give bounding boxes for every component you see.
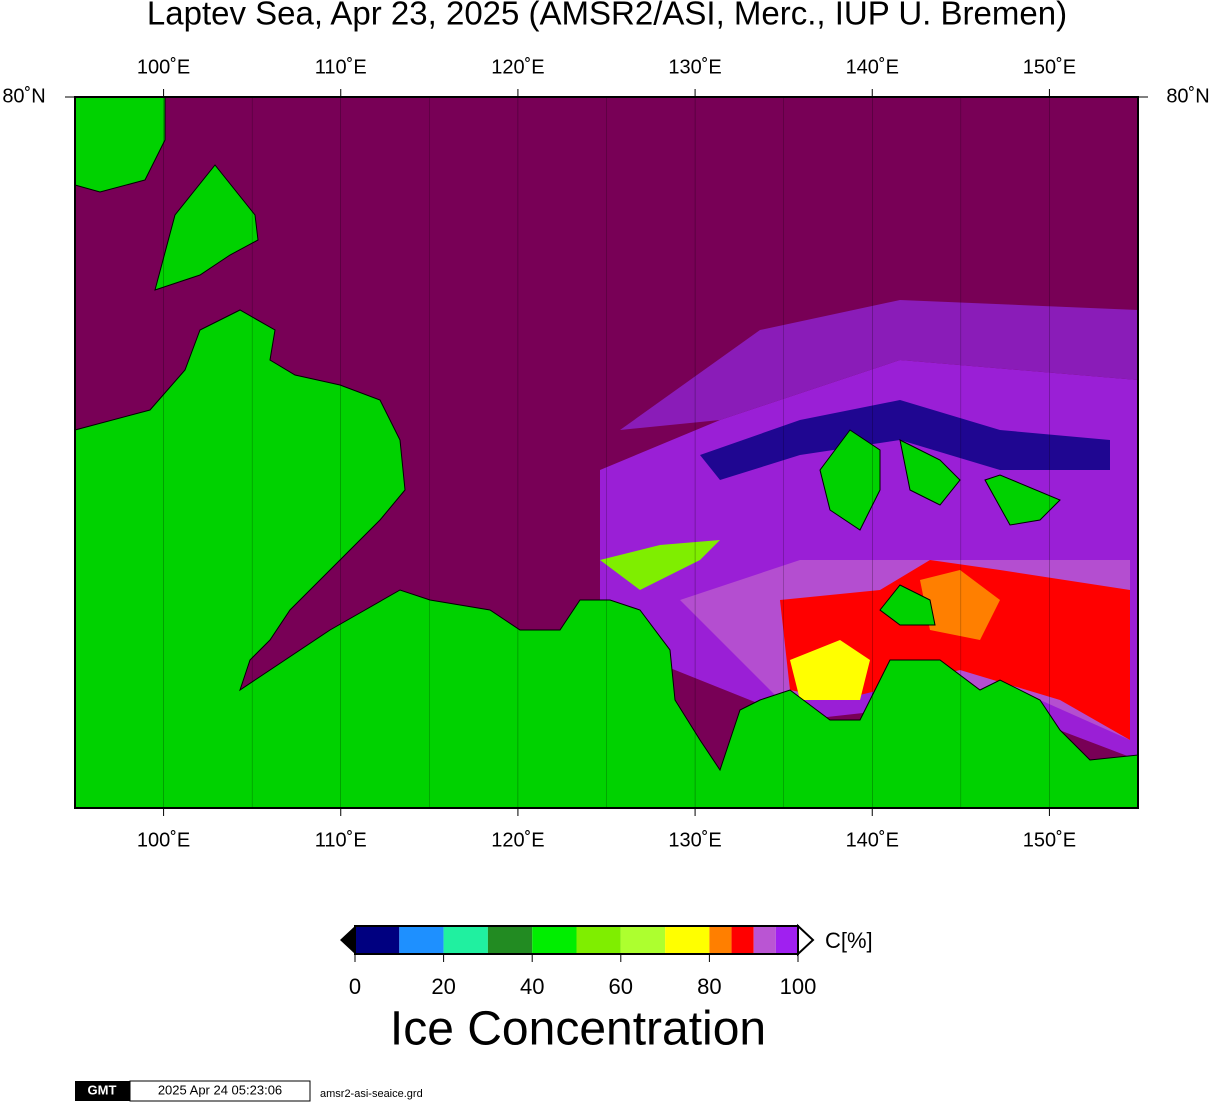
colorbar-tick-label: 60 [609,974,633,999]
land [819,429,881,531]
x-tick-label: 100˚E [137,829,190,851]
axes: 80˚N 80˚N 100˚E 100˚E 110˚E 110˚E 120˚E 120˚E… [2,56,1209,851]
colorbar-bin [753,926,776,954]
colorbar-tick-label: 40 [520,974,544,999]
ice-region [780,560,1130,740]
colorbar-bin [775,926,798,954]
x-tick-label: 130˚E [668,829,721,851]
colorbar-bin [487,926,533,954]
lat-label: 80˚N [2,85,45,107]
colorbar-bin [443,926,488,954]
colorbar-bin [355,926,400,954]
colorbar-tick-label: 100 [780,974,817,999]
title: Laptev Sea, Apr 23, 2025 (AMSR2/ASI, Mer… [147,0,1067,32]
colorbar-over [797,923,815,957]
ice-region [790,640,870,700]
colorbar-bin [576,926,621,954]
x-tick-label: 130˚E [668,56,721,78]
colorbar-frame [354,925,799,955]
colorbar-tick-label: 0 [349,974,361,999]
x-tick-label: 150˚E [1023,56,1076,78]
colorbar-under [340,926,355,954]
colorbar-bin [620,926,666,954]
timestamp-box [129,1080,311,1102]
x-tick-label: 110˚E [315,829,367,851]
x-tick-label: 120˚E [491,56,544,78]
x-tick-label: 150˚E [1023,829,1076,851]
x-tick-label: 120˚E [491,829,544,851]
colorbar-bin [709,926,732,954]
lat-label: 80˚N [1166,85,1209,107]
colorbar-tick-label: 80 [697,974,721,999]
x-tick-label: 140˚E [846,829,899,851]
logo: GMT [88,1082,117,1097]
ice-region [600,540,720,590]
file-name: amsr2-asi-seaice.grd [320,1088,423,1100]
colorbar-bin [532,926,577,954]
x-tick-label: 140˚E [846,56,899,78]
colorbar-bin [665,926,710,954]
colorbar-tick-label: 20 [431,974,455,999]
colorbar: C[%] Ice Concentration 0 20 40 60 80 100 [340,923,873,1056]
ice-region [700,400,1110,480]
colorbar-bin [731,926,754,954]
land [899,439,961,506]
logo-box [75,1081,130,1101]
colorbar-title: Ice Concentration [390,1003,766,1056]
colorbar-unit: C[%] [825,928,873,953]
land [154,164,259,291]
land [879,584,936,626]
footer: GMT 2025 Apr 24 05:23:06 amsr2-asi-seaic… [75,1080,423,1102]
colorbar-bin [399,926,444,954]
ice-region [920,570,1000,640]
ice-region [620,300,1138,430]
timestamp: 2025 Apr 24 05:23:06 [158,1082,282,1097]
x-tick-label: 110˚E [315,56,367,78]
land [984,474,1061,526]
x-tick-label: 100˚E [137,56,190,78]
